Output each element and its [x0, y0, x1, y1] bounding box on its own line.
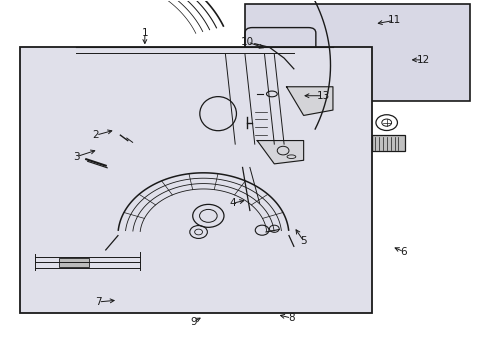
Text: 2: 2 — [93, 130, 99, 140]
Polygon shape — [257, 140, 304, 164]
Text: 13: 13 — [317, 91, 330, 101]
Bar — [20, 47, 372, 313]
Polygon shape — [287, 87, 333, 116]
Text: 7: 7 — [95, 297, 102, 307]
Text: 8: 8 — [288, 313, 294, 323]
Text: 3: 3 — [73, 152, 80, 162]
Text: 9: 9 — [191, 317, 197, 327]
Text: 12: 12 — [416, 55, 430, 65]
Text: 4: 4 — [229, 198, 236, 208]
Bar — [245, 4, 470, 101]
Bar — [372, 135, 405, 151]
Text: 1: 1 — [142, 28, 148, 38]
Bar — [59, 258, 89, 267]
Text: 10: 10 — [241, 37, 254, 47]
Text: 5: 5 — [300, 236, 307, 246]
Text: 6: 6 — [400, 247, 407, 257]
Text: 11: 11 — [388, 15, 401, 26]
